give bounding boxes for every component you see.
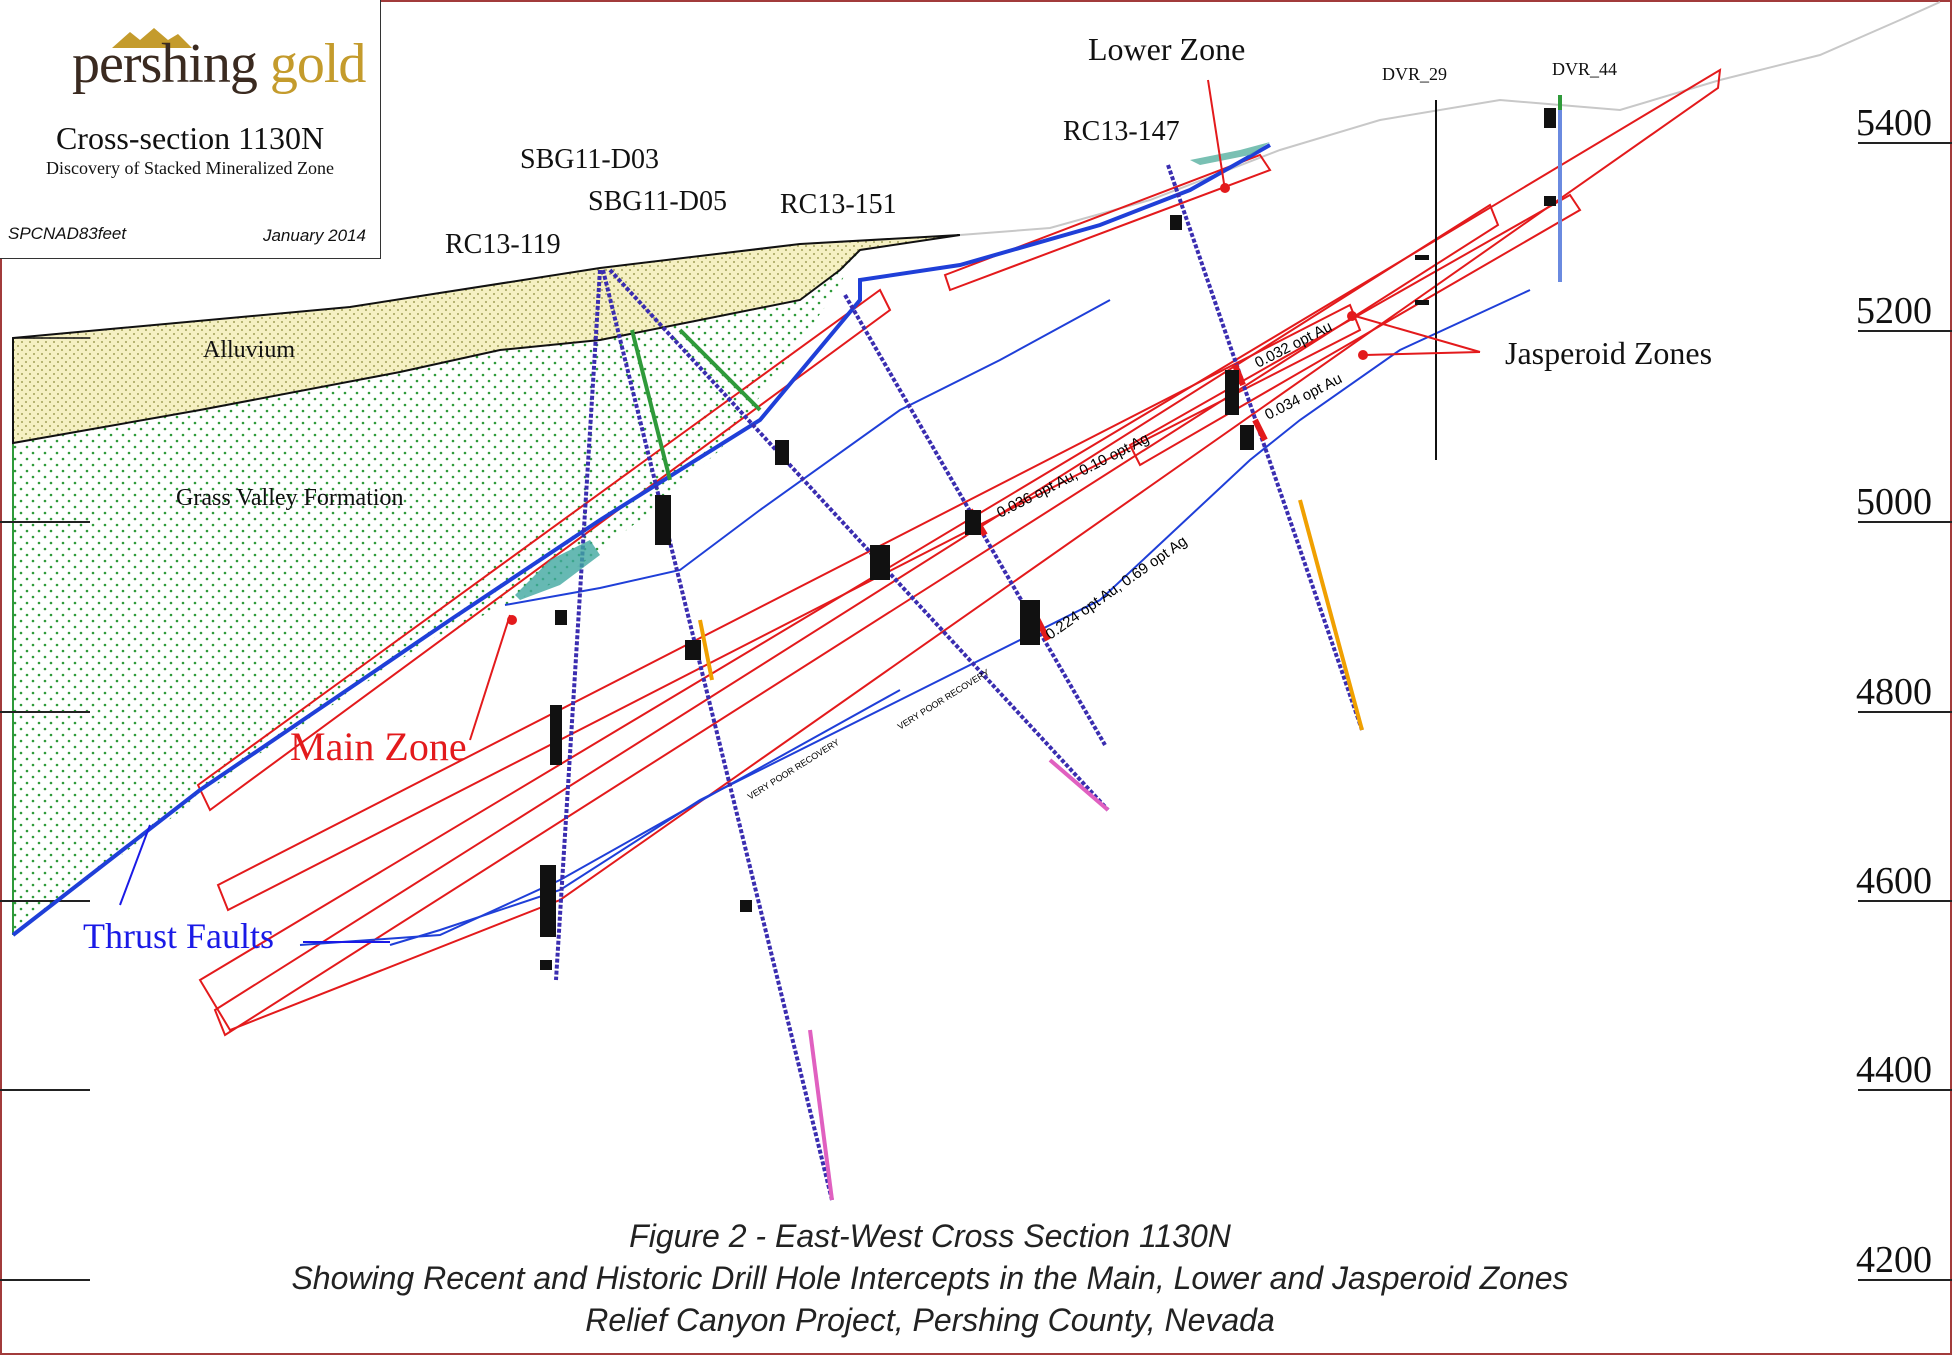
jasperoid-zone-upper	[213, 203, 1500, 1037]
drillhole-label: SBG11-D05	[588, 186, 727, 217]
drillhole-label: RC13-151	[780, 189, 897, 220]
unit-label-grass-valley: Grass Valley Formation	[176, 485, 404, 511]
zone-label-lower: Lower Zone	[1088, 31, 1245, 67]
leader-dots	[507, 183, 1368, 625]
alluvium	[12, 234, 961, 445]
elevation-label: 4600	[1856, 860, 1932, 902]
zone-label-jasperoid: Jasperoid Zones	[1505, 335, 1712, 371]
zone-label-thrust: Thrust Faults	[83, 916, 274, 956]
drillhole-label: RC13-119	[445, 229, 561, 260]
elevation-label: 5400	[1856, 102, 1932, 144]
dvr44-intercept	[1544, 108, 1556, 128]
thrust-fault-lower-2	[299, 689, 901, 946]
coord-system: SPCNAD83feet	[8, 224, 127, 243]
drillhole-sbg11-d03	[601, 269, 834, 1201]
orange-intervals	[698, 499, 1364, 731]
lower-zone-outline	[943, 153, 1272, 292]
leader-lines-red	[469, 79, 1481, 741]
grass-valley-formation	[13, 250, 860, 935]
elevation-label: 4800	[1856, 671, 1932, 713]
thrust-faults	[11, 143, 1531, 946]
jasperoid-zone-lower	[198, 68, 1722, 1032]
thrust-fault-main	[11, 143, 1271, 937]
drillhole-label: RC13-147	[1063, 116, 1180, 147]
caption-line-1: Figure 2 - East-West Cross Section 1130N	[629, 1218, 1231, 1254]
caption-line-2: Showing Recent and Historic Drill Hole I…	[291, 1260, 1569, 1296]
zone-outline-lower-band	[216, 303, 1362, 912]
intercept-annotation: 0.224 opt Au, 0.69 opt Ag	[1043, 533, 1191, 644]
drillhole-label: DVR_44	[1552, 59, 1617, 79]
green-intervals	[630, 95, 1562, 481]
unit-label-alluvium: Alluvium	[203, 337, 295, 363]
logo-word-1: pershing	[72, 33, 258, 95]
intercept-blocks	[540, 215, 1429, 970]
drillhole-sbg11-d05	[608, 268, 1110, 812]
caption-line-3: Relief Canyon Project, Pershing County, …	[585, 1302, 1275, 1338]
title-block: pershing gold Cross-section 1130N Discov…	[0, 0, 381, 259]
section-date: January 2014	[262, 226, 366, 245]
pershing-gold-logo: pershing gold	[72, 26, 372, 96]
elevation-label: 4400	[1856, 1049, 1932, 1091]
zone-label-main: Main Zone	[290, 724, 467, 769]
zone-outlines	[196, 68, 1722, 1037]
section-subtitle: Discovery of Stacked Mineralized Zone	[46, 158, 334, 178]
elevation-label: 5000	[1856, 481, 1932, 523]
elevation-label: 5200	[1856, 290, 1932, 332]
main-zone-hatch	[515, 540, 600, 600]
intercept-annotation: VERY POOR RECOVERY	[896, 667, 991, 732]
drillhole-rc13-147	[1166, 164, 1364, 731]
section-title: Cross-section 1130N	[55, 120, 325, 156]
main-zone-outline	[196, 288, 892, 812]
pink-intervals	[808, 758, 1110, 1201]
elevation-label: 4200	[1856, 1239, 1932, 1281]
mountain-icon	[112, 28, 192, 48]
thrust-fault-lower	[389, 289, 1531, 946]
lower-zone-hatch	[1190, 142, 1270, 165]
drillhole-rc13-119	[554, 269, 602, 981]
thrust-fault-secondary	[504, 299, 1111, 606]
dvr44-intercept	[1544, 196, 1556, 206]
drillhole-label: SBG11-D03	[520, 144, 659, 175]
logo-word-2: gold	[269, 33, 367, 95]
thrust-leader	[119, 824, 151, 906]
drillhole-label: DVR_29	[1382, 64, 1447, 84]
zone-outline-upper-right	[1128, 193, 1582, 467]
